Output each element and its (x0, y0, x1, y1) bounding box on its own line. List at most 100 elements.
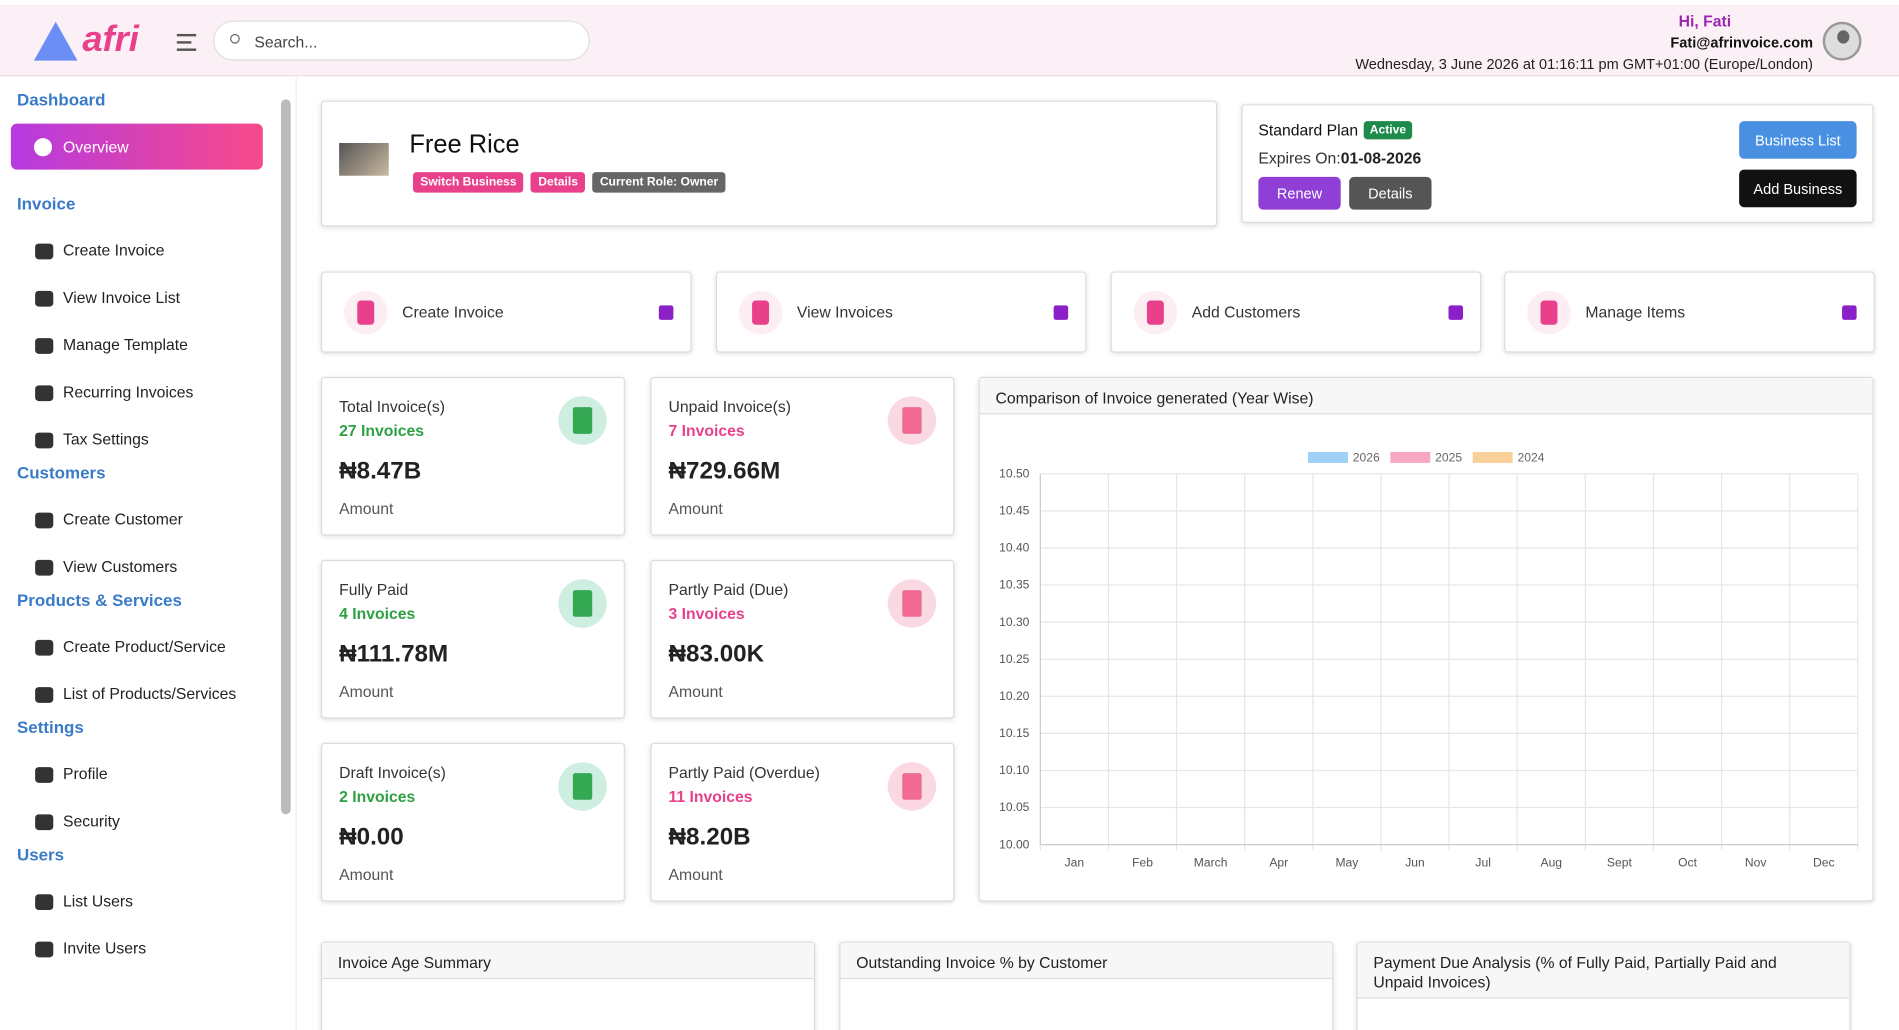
nav-item[interactable]: Profile (62, 764, 108, 783)
y-tick-label: 10.45 (999, 504, 1030, 518)
quick-action[interactable]: Manage Items (1504, 271, 1875, 353)
nav-item[interactable]: View Customers (62, 557, 178, 576)
stat-glyph (902, 407, 922, 434)
action-icon (1133, 290, 1178, 335)
panel-title: Outstanding Invoice % by Customer (856, 953, 1108, 972)
badge[interactable]: Current Role: Owner (592, 172, 726, 193)
stat-label: Amount (668, 865, 723, 884)
panel: Invoice Age Summary (320, 941, 816, 1030)
nav-icon (35, 385, 54, 402)
x-tick-label: Feb (1132, 855, 1153, 869)
plan-action[interactable]: Add Business (1739, 169, 1857, 208)
badge[interactable]: Details (531, 172, 586, 193)
badge[interactable]: Switch Business (412, 172, 524, 193)
nav-icon (35, 687, 54, 703)
nav-item[interactable]: Create Customer (62, 510, 183, 529)
nav-item[interactable]: Manage Template (62, 335, 188, 354)
nav-item[interactable]: Create Product/Service (62, 637, 226, 656)
avatar[interactable] (1822, 21, 1862, 61)
stat-count: 2 Invoices (339, 787, 416, 806)
stat-label: Amount (339, 682, 394, 701)
action-label: Add Customers (1191, 302, 1301, 322)
nav-item[interactable]: List of Products/Services (62, 684, 237, 703)
badges: Switch Business Details Current Role: Owne… (412, 170, 733, 193)
expires-label: Expires On: (1258, 149, 1341, 168)
logo-text: afri (82, 19, 139, 60)
greeting: Hi, Fati (1678, 12, 1732, 31)
panel: Payment Due Analysis (% of Fully Paid, P… (1356, 941, 1851, 1030)
nav-icon (35, 290, 54, 307)
stat-title: Total Invoice(s) (339, 397, 445, 416)
email: Fati@afrinvoice.com (1670, 33, 1814, 51)
action-icon (738, 290, 783, 335)
legend-swatch (1307, 452, 1348, 463)
nav-active[interactable]: Overview (10, 123, 263, 170)
stat-label: Amount (339, 499, 394, 518)
section-title: Users (16, 844, 65, 865)
y-tick-label: 10.25 (999, 652, 1030, 666)
y-tick-label: 10.35 (999, 578, 1030, 592)
button-label: Business List (1755, 131, 1841, 149)
x-tick-label: Jun (1405, 855, 1425, 869)
quick-action[interactable]: Create Invoice (320, 271, 692, 353)
plan-button[interactable]: Details (1349, 176, 1432, 210)
y-tick-label: 10.05 (999, 800, 1030, 814)
stat-amount: ₦0.00 (339, 824, 404, 851)
action-label: Create Invoice (402, 302, 504, 322)
stat-icon (558, 762, 607, 811)
nav-item[interactable]: Invite Users (62, 939, 147, 958)
nav-item[interactable]: Recurring Invoices (62, 382, 194, 402)
nav-icon (33, 138, 53, 157)
business-card: Free Rice Switch Business Details Current R… (320, 100, 1218, 227)
stat-title: Unpaid Invoice(s) (668, 397, 792, 416)
x-tick-label: Jul (1475, 855, 1490, 869)
nav-label: Overview (62, 138, 129, 157)
panel-header (840, 942, 1333, 980)
stat-title: Fully Paid (339, 580, 409, 599)
nav-icon (35, 814, 54, 831)
header: afri Search... Hi, Fati Fati@afrinvoice.com… (0, 4, 1899, 77)
x-tick-label: Sept (1607, 855, 1633, 869)
stat-glyph (572, 590, 593, 617)
nav-icon (35, 894, 54, 911)
nav-item[interactable]: Create Invoice (62, 241, 165, 260)
action-glyph (357, 300, 375, 325)
search-icon (230, 33, 240, 44)
nav-item[interactable]: View Invoice List (62, 288, 180, 307)
stat-icon (887, 762, 937, 811)
quick-action[interactable]: View Invoices (715, 271, 1087, 353)
plan-action[interactable]: Business List (1739, 121, 1857, 159)
x-tick-label: May (1335, 855, 1359, 869)
stat-card: Partly Paid (Overdue) 11 Invoices ₦8.20B Am… (650, 742, 955, 902)
x-tick-label: Aug (1540, 855, 1562, 869)
stat-amount: ₦8.47B (339, 458, 422, 485)
x-tick-label: Dec (1813, 855, 1835, 869)
search-box[interactable]: Search... (213, 20, 590, 61)
y-tick-label: 10.15 (999, 726, 1030, 740)
legend-label: 2026 (1353, 451, 1380, 465)
legend-label: 2024 (1518, 451, 1545, 465)
panel: Outstanding Invoice % by Customer (839, 941, 1334, 1030)
logo: afri (33, 19, 143, 67)
chart-plot: 2026 2025 2024 10.50 10.45 10.40 10.35 10.30 10.… (999, 451, 1859, 869)
quick-action[interactable]: Add Customers (1110, 271, 1482, 353)
stat-amount: ₦8.20B (668, 824, 751, 851)
y-tick-label: 10.50 (999, 466, 1030, 480)
stat-card: Draft Invoice(s) 2 Invoices ₦0.00 Amount (320, 742, 625, 902)
nav-item[interactable]: Tax Settings (62, 430, 149, 449)
nav-item[interactable]: List Users (62, 891, 133, 911)
x-tick-label: Nov (1745, 855, 1767, 869)
stat-count: 11 Invoices (668, 787, 753, 806)
panel-header (322, 942, 814, 980)
legend-swatch (1390, 452, 1431, 463)
action-glyph (1540, 300, 1558, 325)
panel-title: Invoice Age Summary (337, 953, 492, 972)
action-icon (343, 290, 388, 335)
y-tick-label: 10.30 (999, 615, 1030, 629)
stat-title: Partly Paid (Overdue) (668, 763, 820, 782)
nav-item[interactable]: Security (62, 811, 120, 831)
section-title: Dashboard (16, 89, 106, 110)
plan-button[interactable]: Renew (1258, 176, 1341, 210)
stat-glyph (572, 407, 593, 434)
